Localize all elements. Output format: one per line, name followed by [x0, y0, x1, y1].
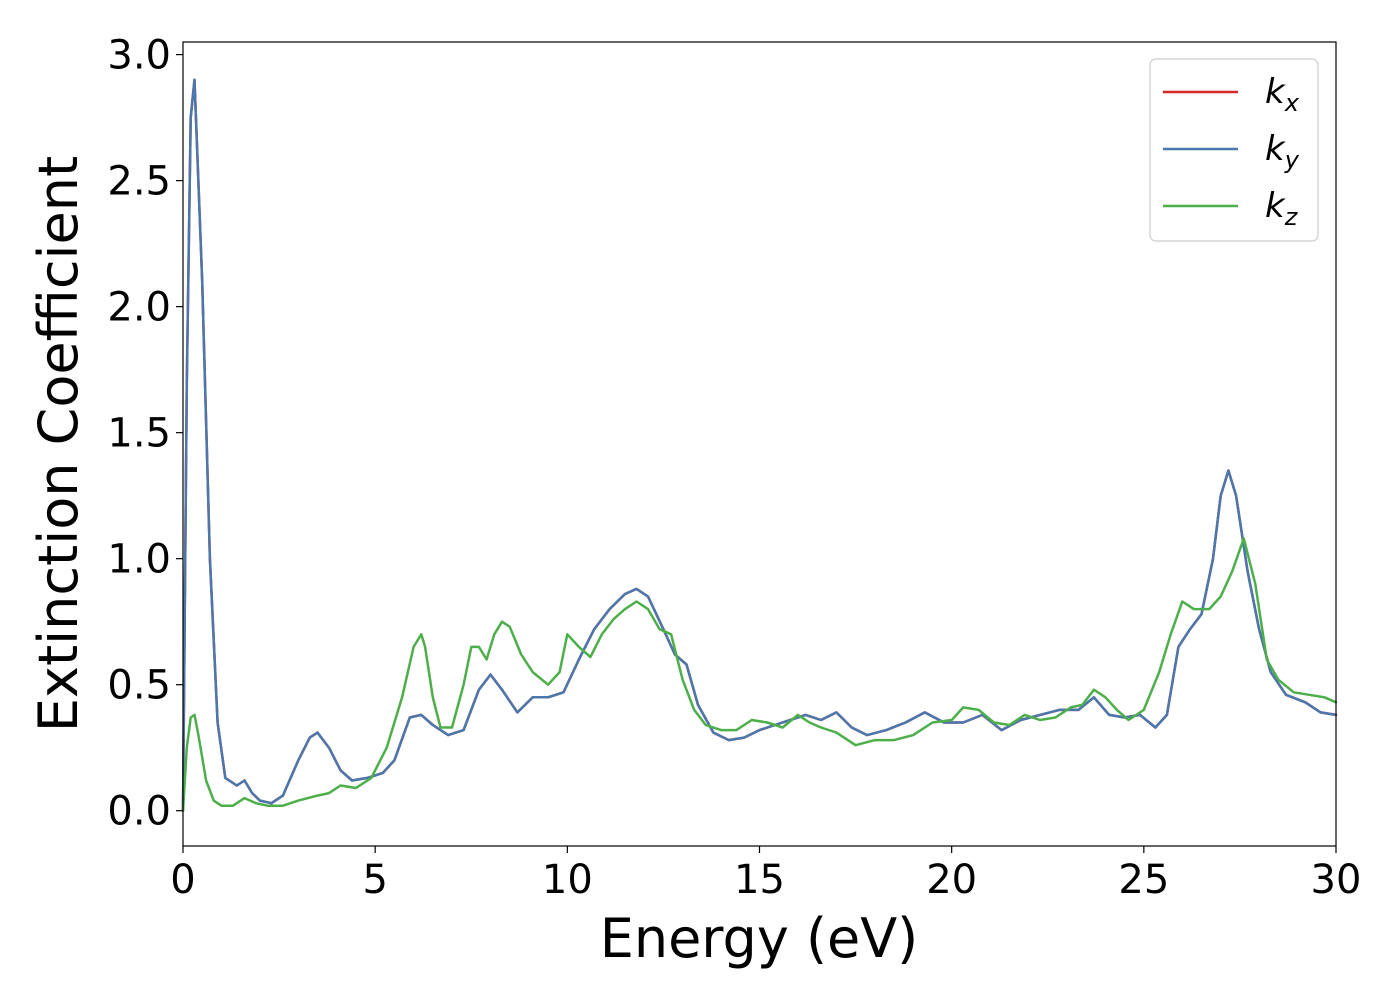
x-axis-title: Energy (eV) — [600, 907, 919, 970]
y-tick-label: 2.5 — [107, 159, 171, 205]
y-tick-label: 3.0 — [107, 33, 171, 79]
y-axis-ticks: 0.0 0.5 1.0 1.5 2.0 2.5 3.0 — [107, 33, 183, 835]
x-tick-label: 15 — [734, 857, 785, 903]
series-line-ky — [181, 78, 1338, 812]
y-tick-label: 2.0 — [107, 285, 171, 331]
series-line-kz — [181, 537, 1338, 812]
y-tick-label: 1.0 — [107, 537, 171, 583]
series-layer — [181, 78, 1338, 812]
y-axis-title: Extinction Coefficient — [27, 156, 90, 732]
legend: kx ky kz — [1149, 58, 1319, 242]
x-tick-label: 20 — [926, 857, 977, 903]
legend-label-kx: kx — [1265, 72, 1300, 117]
x-tick-label: 10 — [542, 857, 593, 903]
legend-items: kx ky kz — [1163, 72, 1300, 231]
legend-label-kz: kz — [1265, 186, 1299, 231]
y-tick-label: 1.5 — [107, 411, 171, 457]
legend-label-ky: ky — [1265, 129, 1300, 174]
x-tick-label: 25 — [1118, 857, 1169, 903]
x-tick-label: 0 — [170, 857, 195, 903]
y-tick-label: 0.5 — [107, 663, 171, 709]
x-tick-label: 30 — [1311, 857, 1362, 903]
x-axis-ticks: 0 5 10 15 20 25 30 — [170, 846, 1361, 903]
x-tick-label: 5 — [362, 857, 387, 903]
y-tick-label: 0.0 — [107, 789, 171, 835]
